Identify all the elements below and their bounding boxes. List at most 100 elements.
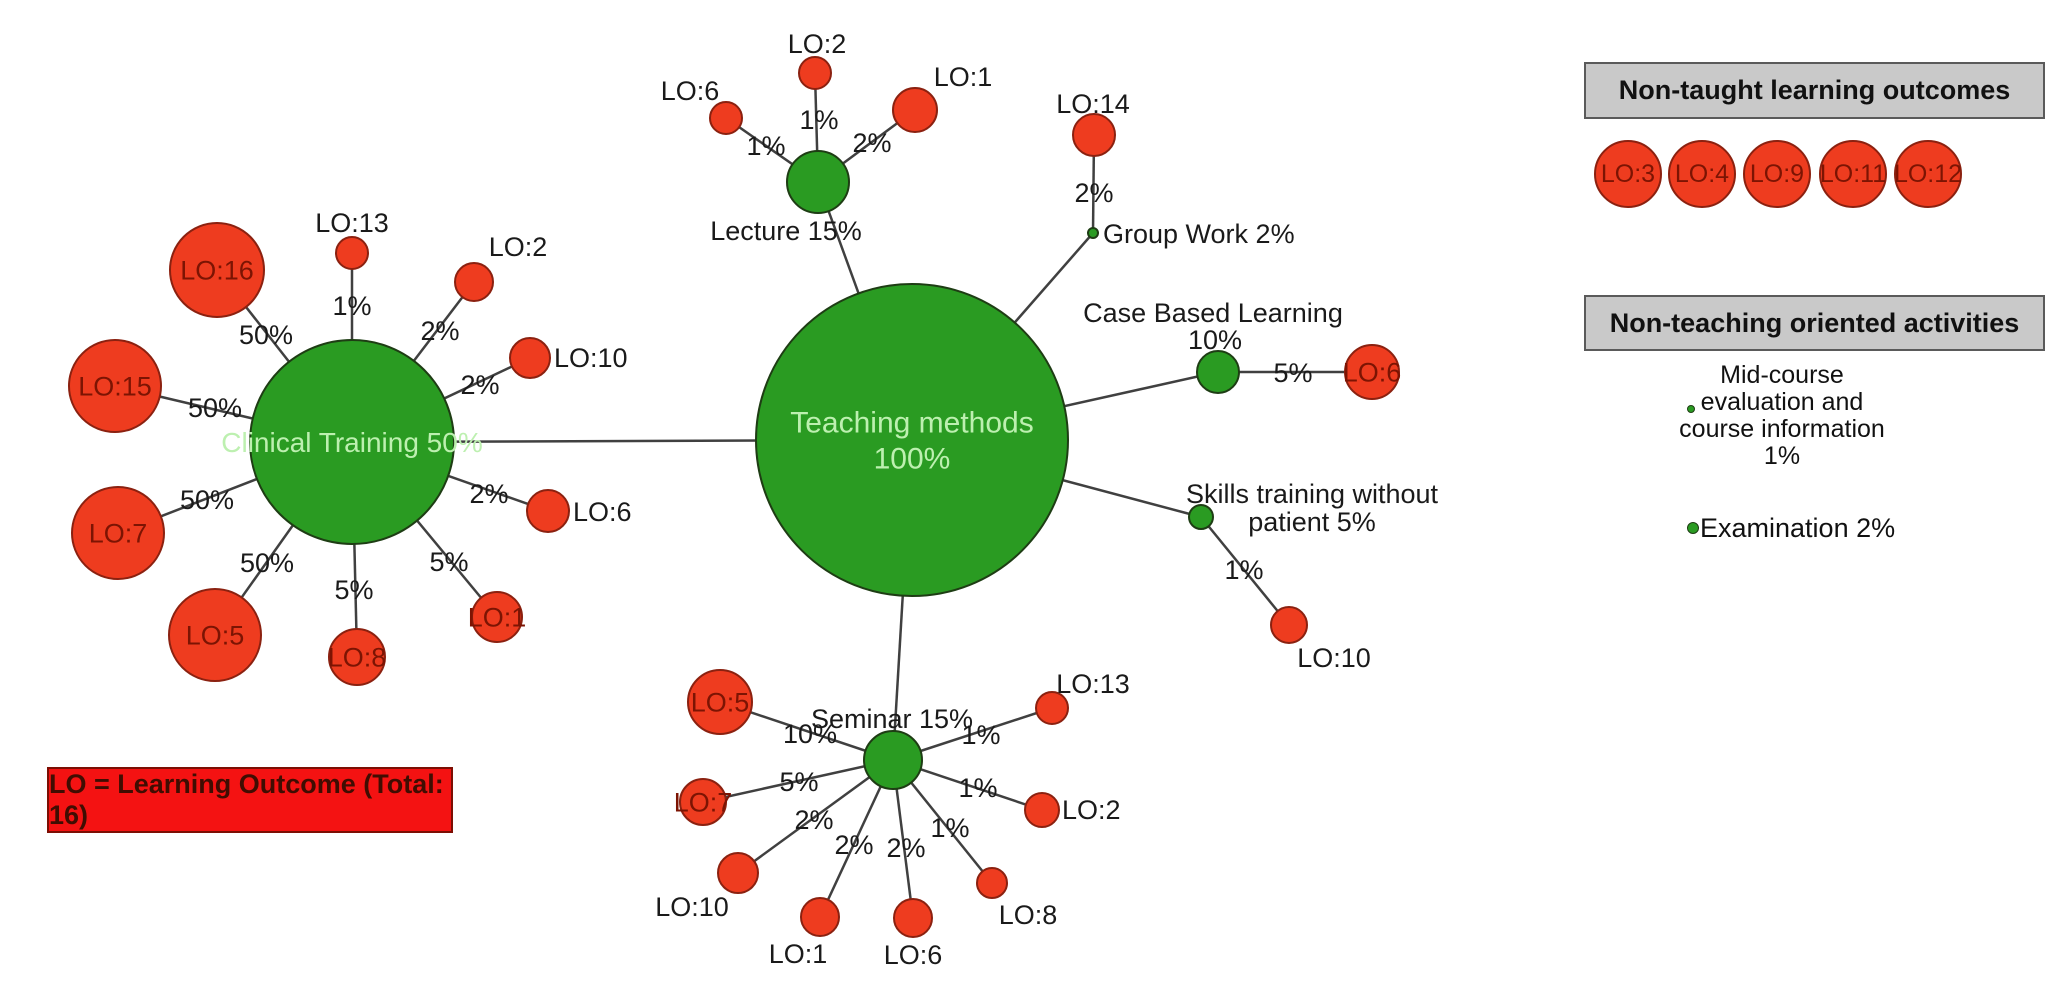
diagram-label-11: 10% [1188, 325, 1242, 355]
non-taught-header: Non-taught learning outcomes [1584, 62, 2045, 119]
diagram-label-15: Seminar 15% [811, 704, 973, 734]
node-label-ct-lo8: LO:8 [328, 642, 387, 672]
diagram-label-7: LO:1 [934, 62, 993, 92]
node-sem-lo13 [1035, 691, 1069, 725]
edge-pct-seminar-sem-lo6: 2% [886, 833, 925, 863]
edge-pct-seminar-sem-lo10: 2% [794, 805, 833, 835]
diagram-label-4: Lecture 15% [710, 216, 862, 246]
edge-pct-clinical-ct-lo16: 50% [239, 320, 293, 350]
diagram-label-6: LO:2 [788, 29, 847, 59]
node-teaching [755, 283, 1069, 597]
diagram-label-17: LO:1 [769, 939, 828, 969]
edge-pct-seminar-sem-lo8: 1% [930, 813, 969, 843]
node-lec-lo6 [709, 101, 743, 135]
edge-pct-cbl-cbl-lo6: 5% [1273, 358, 1312, 388]
edge-pct-clinical-ct-lo13: 1% [332, 291, 371, 321]
legend-box: LO = Learning Outcome (Total: 16) [47, 767, 453, 833]
node-label-clinical: Clinical Training 50% [221, 427, 482, 458]
edge-pct-lecture-lec-lo6: 1% [746, 131, 785, 161]
edge-pct-lecture-lec-lo1: 2% [852, 128, 891, 158]
non-taught-outcome-lo12: LO:12 [1894, 140, 1962, 208]
node-ct-lo15 [68, 339, 162, 433]
node-seminar [863, 730, 923, 790]
edge-pct-clinical-ct-lo1: 5% [429, 547, 468, 577]
node-label-sem-lo5: LO:5 [691, 687, 750, 717]
non-taught-outcome-lo3: LO:3 [1594, 140, 1662, 208]
examination-dot [1687, 522, 1699, 534]
edge-pct-clinical-ct-lo7: 50% [180, 485, 234, 515]
node-ct-lo7 [71, 486, 165, 580]
diagram-label-19: LO:8 [999, 900, 1058, 930]
node-sem-lo6 [893, 898, 933, 938]
node-groupwork [1087, 227, 1099, 239]
node-ct-lo13 [335, 236, 369, 270]
diagram-label-8: LO:14 [1056, 89, 1130, 119]
node-ct-lo10 [509, 337, 551, 379]
edge-pct-clinical-ct-lo15: 50% [188, 393, 242, 423]
midcourse-line-2: evaluation and [1700, 388, 1864, 416]
node-clinical [249, 339, 455, 545]
node-label-ct-lo1: LO:1 [468, 602, 527, 632]
diagram-label-2: LO:10 [554, 343, 628, 373]
node-cbl [1196, 350, 1240, 394]
diagram-label-5: LO:6 [661, 76, 720, 106]
edge-pct-clinical-ct-lo8: 5% [334, 575, 373, 605]
node-gw-lo14 [1072, 113, 1116, 157]
edge-pct-clinical-ct-lo6: 2% [469, 479, 508, 509]
non-taught-outcome-lo4: LO:4 [1668, 140, 1736, 208]
midcourse-line-1: Mid-course [1720, 361, 1844, 389]
node-label-ct-lo15: LO:15 [78, 371, 152, 401]
midcourse-item: Mid-course evaluation and course informa… [1652, 362, 1912, 470]
edge-seminar-sem-lo7 [702, 758, 894, 804]
node-ct-lo6 [526, 489, 570, 533]
edge-seminar-sem-lo10 [737, 758, 894, 875]
edge-pct-lecture-lec-lo2: 1% [799, 105, 838, 135]
edge-pct-seminar-sem-lo1: 2% [834, 830, 873, 860]
midcourse-dot [1687, 405, 1695, 413]
edge-pct-seminar-sem-lo13: 1% [961, 720, 1000, 750]
node-label-ct-lo7: LO:7 [89, 518, 148, 548]
diagram-label-0: LO:13 [315, 208, 389, 238]
node-ct-lo16 [169, 222, 265, 318]
diagram-label-13: patient 5% [1248, 507, 1376, 537]
node-lec-lo2 [798, 56, 832, 90]
node-sem-lo10 [717, 852, 759, 894]
diagram-label-1: LO:2 [489, 232, 548, 262]
edge-pct-seminar-sem-lo5: 10% [783, 719, 837, 749]
diagram-label-20: LO:2 [1062, 795, 1121, 825]
node-skills [1188, 504, 1214, 530]
diagram-label-12: Skills training without [1186, 479, 1439, 509]
node-lecture [786, 150, 850, 214]
non-taught-outcome-lo9: LO:9 [1743, 140, 1811, 208]
diagram-label-16: LO:10 [655, 892, 729, 922]
edge-pct-seminar-sem-lo2: 1% [958, 773, 997, 803]
node-cbl-lo6 [1344, 344, 1400, 400]
node-ct-lo2 [454, 262, 494, 302]
edge-pct-clinical-ct-lo2: 2% [420, 316, 459, 346]
node-ct-lo5 [168, 588, 262, 682]
diagram-label-10: Case Based Learning [1083, 298, 1343, 328]
midcourse-line-4: 1% [1763, 442, 1801, 470]
node-label-ct-lo5: LO:5 [186, 620, 245, 650]
node-lec-lo1 [892, 87, 938, 133]
diagram-label-9: Group Work 2% [1103, 219, 1295, 249]
diagram-label-18: LO:6 [884, 940, 943, 970]
node-ct-lo1 [471, 591, 523, 643]
node-label-cbl-lo6: LO:6 [1343, 357, 1402, 387]
diagram-label-21: LO:13 [1056, 669, 1130, 699]
node-sk-lo10 [1270, 606, 1308, 644]
edge-pct-seminar-sem-lo7: 5% [779, 767, 818, 797]
diagram-label-14: LO:10 [1297, 643, 1371, 673]
diagram-label-3: LO:6 [573, 497, 632, 527]
node-label-ct-lo16: LO:16 [180, 255, 254, 285]
non-teaching-header: Non-teaching oriented activities [1584, 295, 2045, 351]
node-label-teaching: Teaching methods 100% [790, 407, 1034, 476]
node-sem-lo8 [976, 867, 1008, 899]
edge-pct-clinical-ct-lo10: 2% [460, 370, 499, 400]
node-sem-lo1 [800, 897, 840, 937]
node-label-sem-lo7: LO:7 [674, 787, 733, 817]
non-taught-outcome-lo11: LO:11 [1819, 140, 1887, 208]
edge-pct-groupwork-gw-lo14: 2% [1074, 178, 1113, 208]
